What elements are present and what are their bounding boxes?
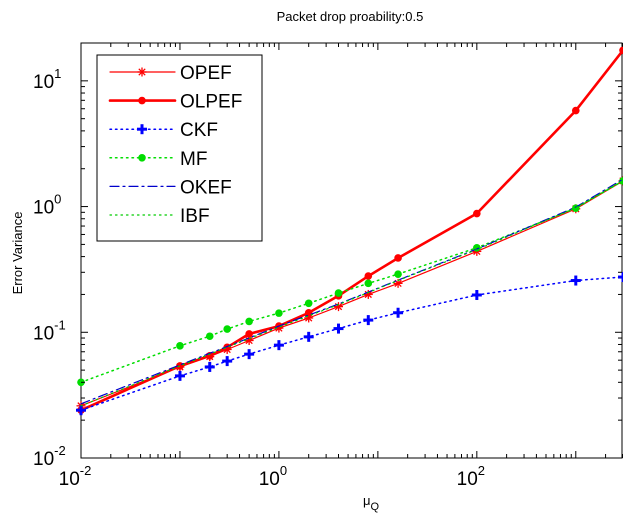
legend-box [96,54,263,242]
legend-item-ckf: CKF [109,120,218,141]
data-point-mf [334,289,343,297]
data-point-mf [304,299,313,308]
series-okef [80,178,623,405]
legend-item-olpef: OLPEF [108,92,242,113]
x-tick-label: 102 [457,463,485,490]
data-point-mf [245,317,253,326]
legend-marker [138,96,146,105]
data-point-mf [205,332,214,341]
y-tick-label: 100 [33,192,61,219]
legend-label: CKF [180,120,218,141]
legend-marker [137,124,147,135]
data-point-ckf [222,356,233,367]
data-point-ckf [618,272,623,283]
series-ckf [76,272,623,416]
data-point-mf [223,325,231,333]
data-point-ckf [273,340,284,351]
series-olpef [77,46,623,415]
y-tick-label: 10-1 [33,317,66,344]
data-point-mf [176,342,184,350]
data-point-olpef [571,106,580,115]
data-point-ckf [333,323,344,334]
data-point-mf [394,270,402,278]
legend: OPEF OLPEF CKF MF OKEF IBF [96,54,263,242]
y-tick-label: 101 [33,66,61,93]
data-point-olpef [473,209,481,218]
data-point-ckf [174,370,185,381]
data-point-ckf [393,307,404,318]
data-point-mf [275,309,283,317]
legend-marker [138,154,146,162]
x-tick-label: 100 [259,463,287,490]
data-point-ckf [363,315,374,326]
legend-label: IBF [180,206,210,227]
x-axis-title-base: μ [363,493,371,508]
x-axis-title-sub: Q [370,501,379,513]
series-line-okef [80,178,623,405]
chart-title: Packet drop proability:0.5 [277,9,424,24]
x-axis-ticks: 10-2 100 102 [59,43,623,490]
legend-label: MF [180,149,207,170]
legend-item-ibf: IBF [109,206,210,227]
data-point-olpef [394,254,402,262]
y-axis-ticks: 10-2 10-1 100 101 [33,42,622,470]
y-axis-title: Error Variance [10,212,25,295]
data-point-olpef [245,330,253,338]
data-point-ckf [303,331,314,342]
data-point-ckf [471,289,482,300]
y-tick-label: 10-2 [33,443,66,470]
x-tick-label: 10-2 [59,463,92,490]
legend-label: OKEF [180,177,232,198]
legend-item-okef: OKEF [109,177,232,198]
series-mf [77,177,623,387]
data-point-olpef [364,272,373,280]
legend-item-opef: OPEF [109,63,232,84]
x-axis-title: μQ [363,493,380,513]
data-point-ckf [204,361,215,372]
data-point-olpef [304,308,313,317]
data-point-ckf [76,405,86,416]
series-ibf [80,179,623,407]
data-point-mf [364,279,373,288]
legend-marker [137,67,147,77]
series-layer [76,46,623,416]
data-point-olpef [619,46,623,55]
legend-label: OLPEF [180,92,242,113]
legend-item-mf: MF [109,149,207,170]
legend-label: OPEF [180,63,232,84]
data-point-ckf [244,349,255,360]
series-line-ibf [80,179,623,407]
data-point-ckf [570,275,581,286]
